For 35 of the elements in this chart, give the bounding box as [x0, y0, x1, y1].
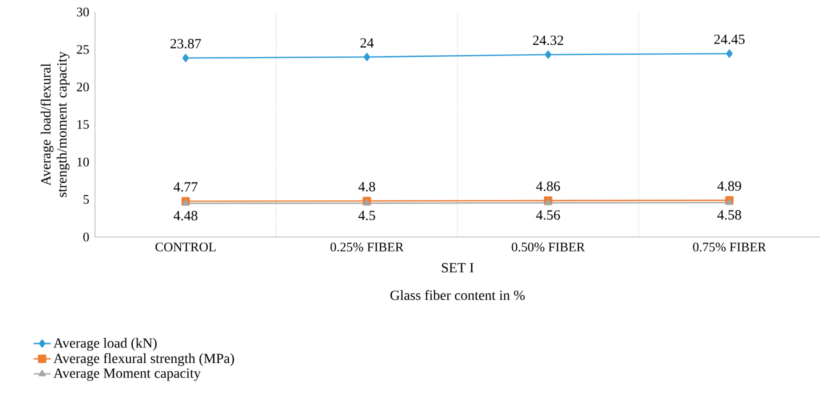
y-tick-label: 5	[84, 195, 89, 204]
data-label: 4.86	[536, 181, 560, 192]
x-tick-label: 0.50% FIBER	[512, 242, 585, 252]
data-label: 4.77	[174, 182, 198, 192]
data-label: 4.8	[358, 182, 376, 192]
y-tick-label: 25	[76, 45, 89, 54]
point	[364, 52, 370, 62]
y-tick-label: 20	[76, 82, 89, 92]
y-tick-label: 0	[83, 232, 89, 242]
x-tick-label: 0.75% FIBER	[693, 242, 766, 252]
legend-label: Average load (kN)	[53, 338, 157, 351]
data-label: 4.58	[717, 210, 742, 220]
data-label: 4.48	[174, 210, 198, 220]
data-label: 4.5	[358, 210, 376, 220]
text: SET I	[442, 263, 474, 272]
point	[544, 50, 552, 59]
y-tick-label: 15	[77, 120, 89, 129]
data-label: 24.32	[532, 36, 564, 46]
data-label: 23.87	[170, 38, 201, 48]
x-tick-label: CONTROL	[155, 242, 216, 252]
legend-label: Average flexural strength (MPa)	[53, 353, 234, 366]
legend-label: Average Moment capacity	[53, 368, 201, 381]
y-axis-title: Average load/flexural strength/moment capacity	[40, 51, 70, 197]
y-tick-label: 30	[76, 8, 89, 16]
point	[726, 49, 733, 58]
data-label: 24.45	[714, 34, 745, 44]
data-label: 4.89	[717, 181, 742, 191]
point	[182, 54, 189, 62]
point	[544, 198, 552, 206]
data-label: 4.56	[536, 210, 560, 220]
x-tick-label: 0.25% FIBER	[330, 242, 404, 252]
x-axis-title: Glass fiber content in %	[390, 290, 525, 300]
point	[363, 199, 371, 206]
data-label: 24	[360, 38, 374, 48]
y-tick-label: 10	[77, 158, 89, 166]
